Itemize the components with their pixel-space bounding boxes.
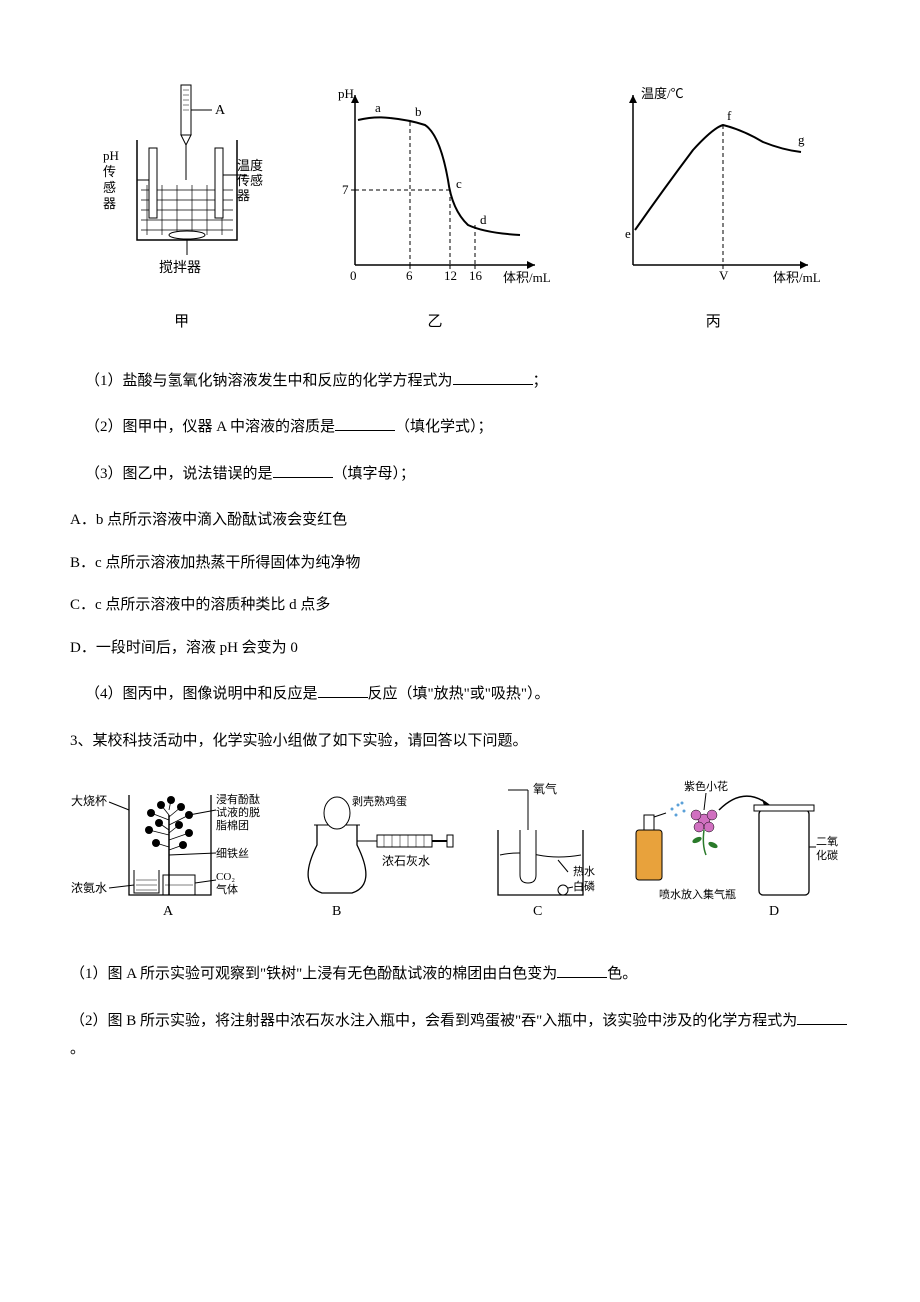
caption-jia: 甲 <box>174 308 189 337</box>
exp-B-svg: 剥壳熟鸡蛋 浓石灰水 B <box>282 775 462 930</box>
q3: （3）图乙中，说法错误的是（填字母）； <box>70 460 850 489</box>
exp-A: 大烧杯 <box>71 775 276 930</box>
svg-text:氧气: 氧气 <box>533 781 557 796</box>
figure-row-1: pH 传 感 器 <box>70 80 850 337</box>
blank-q3 <box>273 462 333 478</box>
optD: D．一段时间后，溶液 pH 会变为 0 <box>70 634 850 663</box>
svg-text:器: 器 <box>237 188 250 203</box>
svg-text:d: d <box>480 212 487 227</box>
label-A: A <box>215 103 226 118</box>
svg-text:脂棉团: 脂棉团 <box>216 818 249 832</box>
svg-text:喷水放入集气瓶: 喷水放入集气瓶 <box>659 887 736 901</box>
svg-text:浸有酚酞: 浸有酚酞 <box>216 792 260 806</box>
svg-text:CO₂: CO₂ <box>216 871 235 883</box>
optB: B．c 点所示溶液加热蒸干所得固体为纯净物 <box>70 549 850 578</box>
svg-text:D: D <box>769 904 779 919</box>
svg-text:紫色小花: 紫色小花 <box>684 779 728 793</box>
exp-C: 氧气 热水 白磷 C <box>468 775 618 930</box>
figure-row-2: 大烧杯 <box>70 775 850 930</box>
yi-xlabel: 体积/mL <box>503 270 550 285</box>
q1: （1）盐酸与氢氧化钠溶液发生中和反应的化学方程式为； <box>70 367 850 396</box>
svg-text:剥壳熟鸡蛋: 剥壳熟鸡蛋 <box>352 794 407 808</box>
svg-text:二氧: 二氧 <box>816 834 838 848</box>
blank-q1 <box>453 369 533 385</box>
svg-text:气体: 气体 <box>216 882 238 896</box>
exp-A-svg: 大烧杯 <box>71 775 276 930</box>
ph-sensor-label: pH <box>103 148 119 163</box>
q4: （4）图丙中，图像说明中和反应是反应（填"放热"或"吸热"）。 <box>70 680 850 709</box>
blank-p2q2 <box>797 1009 847 1025</box>
svg-text:6: 6 <box>406 268 413 283</box>
svg-text:器: 器 <box>103 196 116 211</box>
yi-ylabel: pH <box>338 86 354 101</box>
svg-text:感: 感 <box>103 180 116 195</box>
svg-text:A: A <box>163 904 174 919</box>
yi-ytick: 7 <box>342 182 349 197</box>
figure-yi: pH 体积/mL 7 0 6 12 16 a b c d <box>320 80 550 337</box>
q2: （2）图甲中，仪器 A 中溶液的溶质是（填化学式）； <box>70 413 850 442</box>
exp-D-svg: 紫色小花 二氧 化碳 喷水放入集气瓶 D <box>624 775 849 930</box>
stirrer-label: 搅拌器 <box>159 260 201 276</box>
temp-sensor-label: 温度 <box>237 158 263 173</box>
optC: C．c 点所示溶液中的溶质种类比 d 点多 <box>70 591 850 620</box>
svg-text:B: B <box>332 904 341 919</box>
p2-q1: （1）图 A 所示实验可观察到"铁树"上浸有无色酚酞试液的棉团由白色变为色。 <box>70 960 850 989</box>
svg-text:白磷: 白磷 <box>573 879 595 893</box>
figure-bing: 温度/℃ 体积/mL V e f g 丙 <box>603 80 823 337</box>
blank-q2 <box>335 415 395 431</box>
svg-text:0: 0 <box>350 268 357 283</box>
svg-text:试液的脱: 试液的脱 <box>216 805 260 819</box>
bing-xlabel: 体积/mL <box>773 270 821 285</box>
svg-text:g: g <box>798 132 805 147</box>
svg-text:16: 16 <box>469 268 483 283</box>
bing-ylabel: 温度/℃ <box>641 86 684 101</box>
chart-bing-svg: 温度/℃ 体积/mL V e f g <box>603 80 823 300</box>
caption-yi: 乙 <box>427 308 442 337</box>
chart-yi-svg: pH 体积/mL 7 0 6 12 16 a b c d <box>320 80 550 300</box>
svg-text:a: a <box>375 100 381 115</box>
p2-q2: （2）图 B 所示实验，将注射器中浓石灰水注入瓶中，会看到鸡蛋被"吞"入瓶中，该… <box>70 1007 850 1064</box>
figure-jia: pH 传 感 器 <box>97 80 267 337</box>
svg-text:b: b <box>415 104 422 119</box>
svg-text:e: e <box>625 226 631 241</box>
svg-text:C: C <box>533 904 542 919</box>
svg-text:f: f <box>727 108 732 123</box>
svg-text:V: V <box>719 268 729 283</box>
optA: A．b 点所示溶液中滴入酚酞试液会变红色 <box>70 506 850 535</box>
part2-intro: 3、某校科技活动中，化学实验小组做了如下实验，请回答以下问题。 <box>70 727 850 756</box>
apparatus-svg: pH 传 感 器 <box>97 80 267 300</box>
exp-B: 剥壳熟鸡蛋 浓石灰水 B <box>282 775 462 930</box>
svg-text:细铁丝: 细铁丝 <box>216 847 249 860</box>
caption-bing: 丙 <box>706 308 721 337</box>
svg-text:12: 12 <box>444 268 457 283</box>
svg-text:c: c <box>456 176 462 191</box>
svg-text:化碳: 化碳 <box>816 848 838 862</box>
svg-text:热水: 热水 <box>573 865 595 878</box>
svg-text:浓石灰水: 浓石灰水 <box>382 854 430 868</box>
exp-C-svg: 氧气 热水 白磷 C <box>468 775 618 930</box>
svg-text:传: 传 <box>103 164 116 179</box>
exp-D: 紫色小花 二氧 化碳 喷水放入集气瓶 D <box>624 775 849 930</box>
blank-p2q1 <box>557 962 607 978</box>
svg-text:大烧杯: 大烧杯 <box>71 794 107 808</box>
blank-q4 <box>318 682 368 698</box>
svg-text:传感: 传感 <box>237 173 263 188</box>
svg-text:浓氨水: 浓氨水 <box>71 881 107 895</box>
